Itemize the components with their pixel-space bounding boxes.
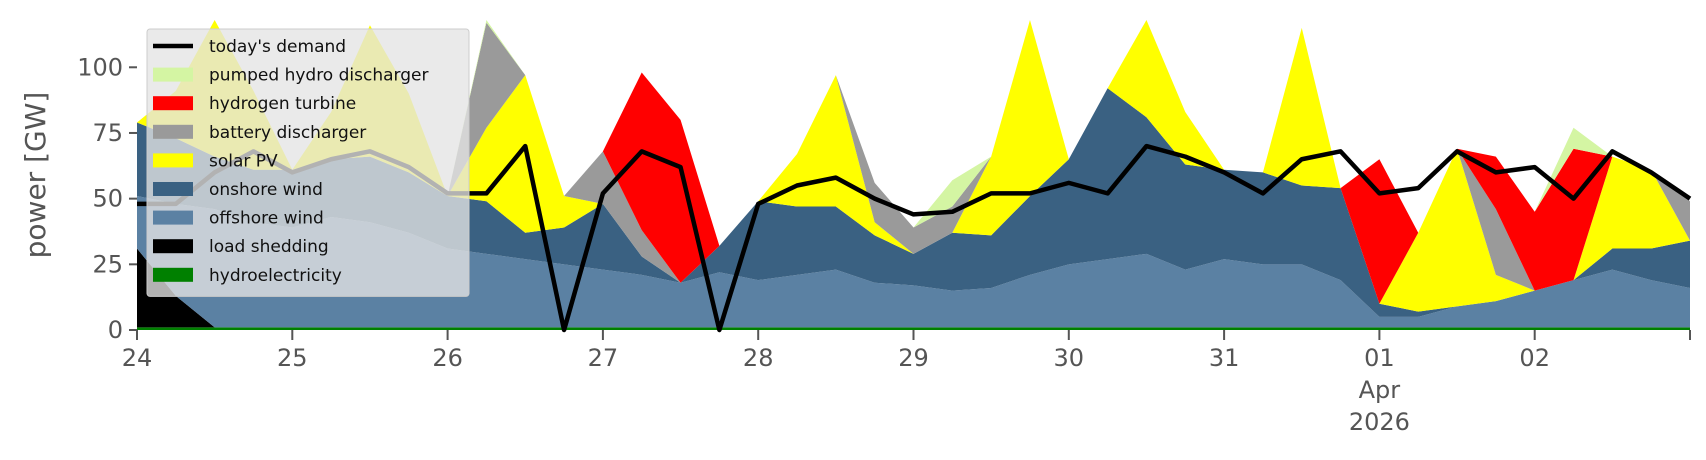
legend-label: battery discharger [209, 123, 366, 143]
legend-label: today's demand [209, 37, 346, 57]
x-tick-label: 24 [122, 344, 153, 372]
area-offshore-wind [137, 196, 1690, 328]
y-axis-label: power [GW] [19, 92, 52, 259]
legend-box [146, 28, 470, 297]
y-tick-label: 50 [92, 185, 123, 213]
x-tick-label: 01 [1364, 344, 1395, 372]
legend-swatch [153, 182, 193, 196]
stacked-area-layers [137, 20, 1690, 330]
area-solar-PV [137, 20, 1690, 312]
area-hydrogen-turbine [137, 20, 1690, 304]
legend-label: offshore wind [209, 209, 324, 229]
x-tick-label: 29 [898, 344, 929, 372]
legend-swatch [153, 96, 193, 111]
legend-label: hydroelectricity [209, 266, 342, 286]
legend: today's demand pumped hydro discharger hyd… [146, 28, 470, 297]
y-tick-label: 75 [92, 119, 123, 147]
legend-swatch [153, 267, 193, 282]
x-tick-label: 26 [432, 344, 463, 372]
legend-swatch [153, 210, 193, 225]
y-tick-label: 0 [108, 316, 123, 344]
area-battery-discharger [137, 20, 1690, 304]
x-tick-label: 25 [277, 344, 308, 372]
legend-label: onshore wind [209, 180, 323, 200]
x-tick-label: 30 [1054, 344, 1085, 372]
legend-label: solar PV [209, 151, 278, 171]
legend-label: load shedding [209, 237, 329, 257]
legend-swatch [153, 67, 193, 82]
legend-label: hydrogen turbine [209, 94, 356, 114]
x-tick-label: 02 [1519, 344, 1550, 372]
area-hydroelectricity [137, 327, 1690, 330]
x-tick-label: 28 [743, 344, 774, 372]
x-tick-label: Apr [1359, 376, 1401, 404]
x-tick-label: 27 [588, 344, 619, 372]
x-tick-label: 2026 [1349, 408, 1410, 436]
y-tick-label: 100 [77, 53, 123, 81]
x-tick-label: 31 [1209, 344, 1240, 372]
area-onshore-wind [137, 88, 1690, 317]
axes: 0 25 50 75 100 24 25 26 27 28 29 30 31 01 Apr 2026 02 [77, 53, 1691, 436]
legend-swatch [153, 153, 193, 168]
legend-swatch [153, 124, 193, 139]
y-tick-label: 25 [92, 250, 123, 278]
legend-label: pumped hydro discharger [209, 66, 428, 86]
legend-swatch [153, 239, 193, 254]
